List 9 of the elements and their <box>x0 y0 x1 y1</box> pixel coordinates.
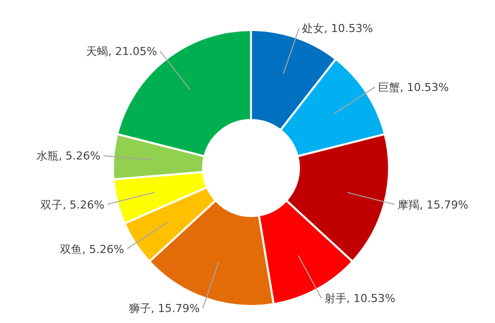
slice-label: 双鱼, 5.26% <box>60 242 124 256</box>
slice-label: 摩羯, 15.79% <box>397 198 468 212</box>
slice-label: 巨蟹, 10.53% <box>378 81 449 94</box>
slice-label: 狮子, 15.79% <box>128 302 200 315</box>
slice-label: 天蝎, 21.05% <box>86 45 158 58</box>
slice-label: 水瓶, 5.26% <box>36 150 101 163</box>
slice-label: 双子, 5.26% <box>40 198 105 212</box>
slice-label: 射手, 10.53% <box>324 292 396 306</box>
slice-label: 处女, 10.53% <box>302 22 374 36</box>
